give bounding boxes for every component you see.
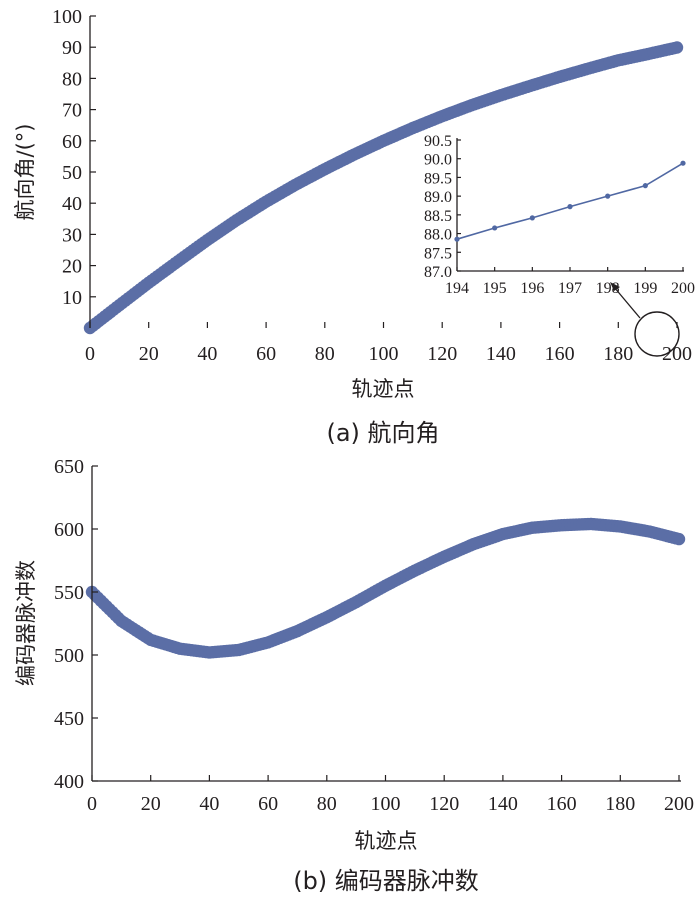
inset-y-tick-label: 87.0 [424, 264, 452, 281]
x-tick-label: 40 [197, 343, 217, 365]
data-point [670, 41, 684, 54]
inset-data-point [680, 160, 686, 166]
inset-x-ticks: 194 195 196 197 198 199 200 [445, 267, 695, 297]
x-tick-label: 0 [87, 793, 97, 815]
chart-a-zoom-arrowhead [610, 282, 620, 291]
inset-x-tick-label: 196 [520, 280, 544, 297]
y-tick-label: 30 [62, 224, 82, 246]
x-tick-label: 140 [488, 793, 518, 815]
y-tick-label: 20 [62, 256, 82, 278]
inset-x-tick-label: 195 [483, 280, 507, 297]
y-tick-label: 80 [62, 68, 82, 90]
chart-a-heading-angle: 0 20 40 60 80 100 120 140 160 180 200 10 20 30 40 50 60… [13, 6, 695, 447]
x-tick-label: 160 [545, 343, 575, 365]
y-tick-label: 60 [62, 131, 82, 153]
inset-series-line [456, 162, 684, 240]
y-tick-label: 90 [62, 37, 82, 59]
inset-data-point [492, 225, 498, 231]
chart-a-x-label: 轨迹点 [352, 377, 415, 401]
x-tick-label: 80 [317, 793, 337, 815]
x-tick-label: 180 [603, 343, 633, 365]
x-tick-label: 60 [256, 343, 276, 365]
y-tick-label: 450 [54, 708, 84, 730]
x-tick-label: 180 [605, 793, 635, 815]
inset-data-point [454, 236, 460, 242]
y-tick-label: 500 [54, 645, 84, 667]
inset-y-tick-label: 88.0 [424, 227, 452, 244]
inset-y-tick-label: 89.5 [424, 170, 452, 187]
x-tick-label: 80 [315, 343, 335, 365]
inset-x-tick-label: 199 [633, 280, 657, 297]
x-tick-label: 20 [141, 793, 161, 815]
x-tick-label: 140 [486, 343, 516, 365]
y-tick-label: 550 [54, 582, 84, 604]
chart-a-y-ticks: 10 20 30 40 50 60 70 80 90 100 [52, 6, 96, 309]
inset-data-point [529, 215, 535, 221]
x-tick-label: 100 [369, 343, 399, 365]
x-tick-label: 160 [547, 793, 577, 815]
chart-a-y-label: 航向角/(°) [13, 124, 37, 221]
inset-data-point [605, 193, 611, 199]
y-tick-label: 10 [62, 287, 82, 309]
inset-y-tick-label: 90.0 [424, 152, 452, 169]
chart-b-encoder-pulses: 0 20 40 60 80 100 120 140 160 180 200 400 450 500 550… [14, 456, 694, 895]
y-tick-label: 600 [54, 519, 84, 541]
chart-a-zoom-arrow [613, 286, 641, 319]
chart-b-y-ticks: 400 450 500 550 600 650 [54, 456, 98, 793]
x-tick-label: 100 [371, 793, 401, 815]
chart-a-series [83, 41, 684, 335]
inset-y-tick-label: 88.5 [424, 208, 452, 225]
x-tick-label: 0 [85, 343, 95, 365]
inset-y-tick-label: 87.5 [424, 245, 452, 262]
x-tick-label: 60 [258, 793, 278, 815]
data-point [672, 532, 686, 546]
x-tick-label: 120 [427, 343, 457, 365]
y-tick-label: 400 [54, 771, 84, 793]
inset-x-tick-label: 200 [671, 280, 695, 297]
chart-a-inset: 194 195 196 197 198 199 200 87.0 87.588.0 88.5 89… [424, 133, 695, 297]
x-tick-label: 40 [199, 793, 219, 815]
chart-a-x-ticks: 0 20 40 60 80 100 120 140 160 180 200 [85, 322, 692, 365]
y-tick-label: 40 [62, 193, 82, 215]
chart-b-x-label: 轨迹点 [355, 829, 418, 853]
inset-data-point [567, 204, 573, 210]
y-tick-label: 50 [62, 162, 82, 184]
chart-b-y-label: 编码器脉冲数 [14, 560, 38, 686]
y-tick-label: 70 [62, 100, 82, 122]
chart-a-zoom-circle [634, 311, 680, 357]
x-tick-label: 20 [139, 343, 159, 365]
inset-x-tick-label: 194 [445, 280, 469, 297]
y-tick-label: 100 [52, 6, 82, 28]
inset-x-tick-label: 197 [558, 280, 582, 297]
inset-y-ticks: 87.0 87.588.0 88.5 89.0 89.590.0 90.5 [424, 133, 461, 281]
inset-data-point [642, 183, 648, 189]
inset-y-tick-label: 89.0 [424, 189, 452, 206]
chart-b-series [85, 517, 686, 659]
inset-y-tick-label: 90.5 [424, 133, 452, 150]
y-tick-label: 650 [54, 456, 84, 478]
chart-b-caption: (b) 编码器脉冲数 [293, 867, 479, 895]
chart-b-x-ticks: 0 20 40 60 80 100 120 140 160 180 200 [87, 775, 694, 815]
inset-series [454, 160, 686, 242]
inset-x-tick-label: 198 [596, 280, 620, 297]
x-tick-label: 120 [429, 793, 459, 815]
x-tick-label: 200 [662, 343, 692, 365]
chart-a-caption: (a) 航向角 [326, 419, 439, 447]
x-tick-label: 200 [664, 793, 694, 815]
